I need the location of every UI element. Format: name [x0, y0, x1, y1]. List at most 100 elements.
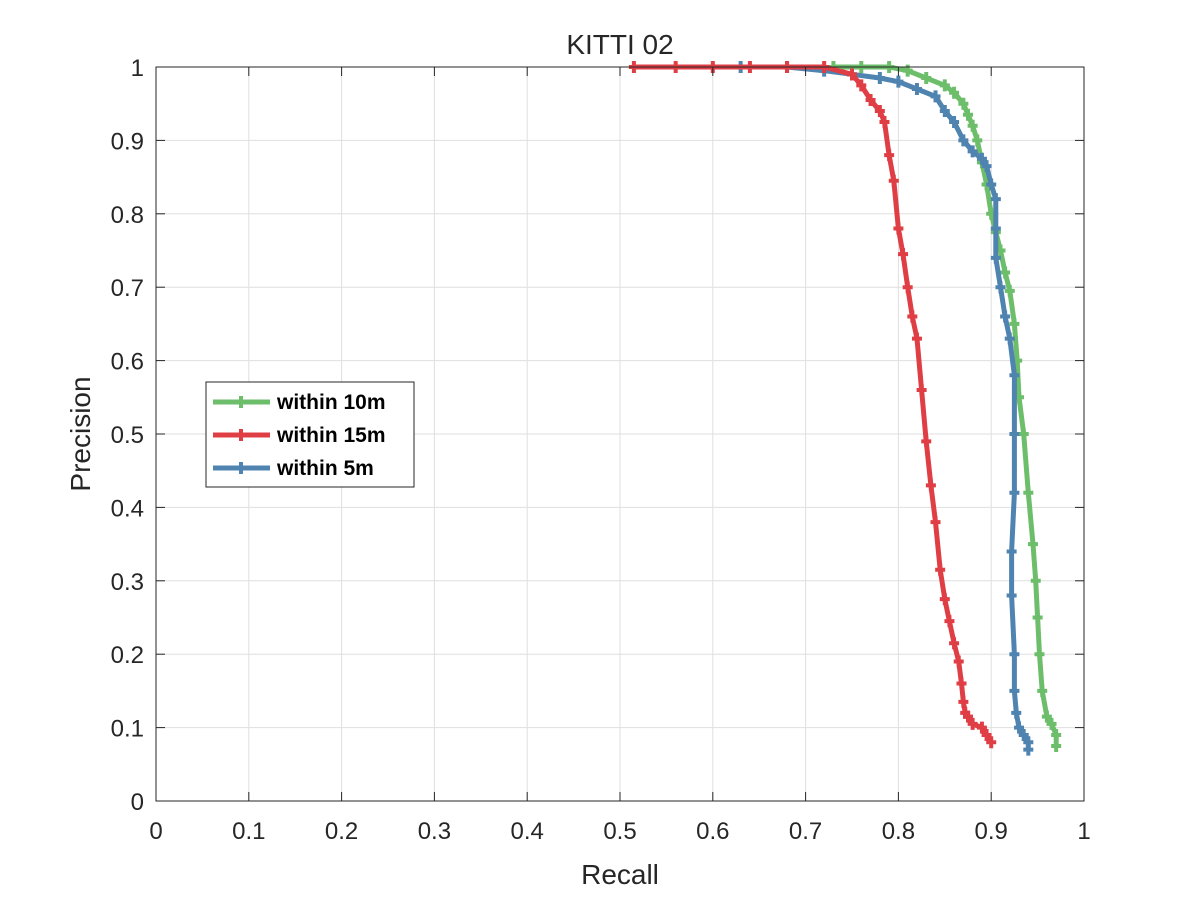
data-point [1004, 332, 1015, 345]
data-point [986, 736, 997, 749]
x-tick-label: 0.3 [418, 818, 451, 845]
data-point [879, 116, 890, 129]
data-point [1046, 717, 1057, 730]
data-point [958, 695, 969, 708]
data-point [1032, 611, 1043, 624]
data-point [902, 281, 913, 294]
data-point [976, 721, 987, 734]
data-point [1009, 317, 1020, 330]
legend-marker [236, 429, 246, 441]
y-tick-label: 1 [131, 55, 144, 82]
data-point [939, 79, 950, 92]
data-point [916, 383, 927, 396]
legend-item-within-10m[interactable]: within 10m [213, 391, 386, 414]
y-tick-label: 0.5 [111, 422, 144, 449]
axis-ticks: 0 0.1 0.2 0.3 0.4 0.5 0.6 0.7 0.8 0.9 1 0 0.1 0.2 0.3 0… [111, 55, 1091, 845]
data-point [953, 655, 964, 668]
x-tick-label: 0.2 [325, 818, 358, 845]
data-point [1004, 284, 1015, 297]
legend[interactable]: within 10m within 15m within 5m [205, 381, 415, 488]
data-point [1006, 589, 1017, 602]
data-point [976, 152, 987, 165]
data-point [1009, 486, 1020, 499]
data-point [1037, 684, 1048, 697]
data-point [874, 105, 885, 118]
data-point [1051, 728, 1062, 741]
data-point [958, 134, 969, 147]
data-point [1041, 710, 1052, 723]
data-point [1000, 310, 1011, 323]
data-point [958, 97, 969, 110]
data-point [1009, 684, 1020, 697]
data-point [981, 728, 992, 741]
x-tick-label: 0.4 [511, 818, 544, 845]
legend-label: within 10m [276, 391, 386, 414]
data-point [967, 717, 978, 730]
y-tick-label: 0.6 [111, 349, 144, 376]
data-point [944, 615, 955, 628]
y-tick-label: 0.9 [111, 128, 144, 155]
data-point [967, 145, 978, 158]
data-point [1030, 574, 1041, 587]
legend-label: within 15m [276, 424, 386, 447]
data-point [893, 75, 904, 88]
data-point [865, 94, 876, 107]
data-point [990, 193, 1001, 206]
y-tick-label: 0 [131, 789, 144, 816]
y-tick-label: 0.7 [111, 275, 144, 302]
legend-marker [236, 462, 246, 474]
data-point [911, 332, 922, 345]
chart-title: KITTI 02 [566, 29, 673, 60]
data-point [856, 79, 867, 92]
y-tick-label: 0.3 [111, 569, 144, 596]
legend-label: within 5m [276, 457, 374, 480]
data-point [963, 108, 973, 121]
data-point [921, 72, 932, 85]
y-tick-label: 0.1 [111, 716, 144, 743]
data-point [963, 710, 973, 723]
data-point [939, 105, 950, 118]
x-axis-title: Recall [581, 859, 659, 890]
data-point [888, 174, 899, 187]
data-point [995, 281, 1006, 294]
data-point [874, 72, 885, 85]
data-point [956, 677, 967, 690]
series-within-10m [828, 61, 1062, 752]
data-point [986, 178, 997, 191]
data-point [949, 637, 960, 650]
data-point [1009, 428, 1020, 440]
data-point [1000, 266, 1011, 279]
data-point [1009, 648, 1020, 661]
legend-item-within-15m[interactable]: within 15m [213, 424, 386, 447]
data-point [921, 435, 932, 448]
data-point [967, 119, 978, 132]
x-tick-label: 0.7 [789, 818, 822, 845]
legend-marker [236, 396, 246, 408]
data-point [1009, 369, 1020, 382]
data-point [1023, 486, 1034, 499]
data-point [1034, 648, 1045, 661]
series-within-5m [735, 61, 1034, 756]
data-point [1027, 538, 1038, 551]
y-tick-label: 0.4 [111, 495, 144, 522]
data-point [990, 222, 1001, 235]
data-point [935, 563, 946, 576]
data-point [972, 134, 983, 147]
data-point [907, 310, 918, 323]
data-point [930, 516, 941, 529]
data-point [1011, 706, 1022, 719]
data-point [925, 479, 936, 492]
data-point [911, 83, 922, 96]
legend-item-within-5m[interactable]: within 5m [213, 457, 374, 480]
series-within-15m [628, 61, 997, 749]
data-point [939, 593, 950, 606]
x-tick-label: 0.8 [882, 818, 915, 845]
y-axis-title: Precision [65, 376, 96, 491]
data-point [949, 116, 960, 129]
data-point [847, 68, 857, 81]
x-tick-label: 0.6 [696, 818, 729, 845]
data-point [1018, 728, 1029, 741]
series-layer [628, 61, 1062, 756]
data-point [1014, 721, 1025, 734]
